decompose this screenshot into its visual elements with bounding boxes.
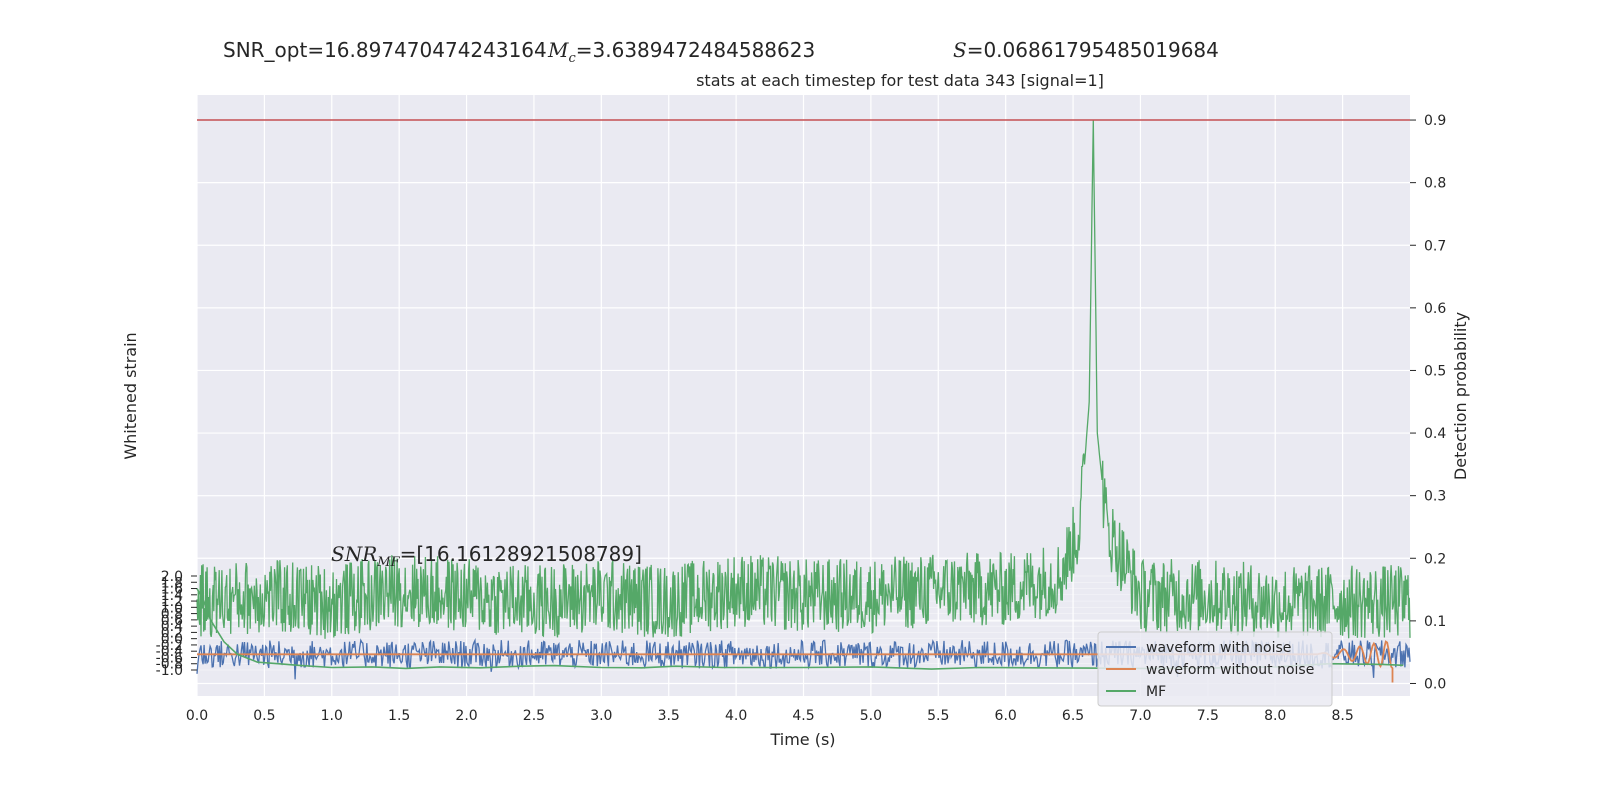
s-statistic-label: S=0.06861795485019684 bbox=[953, 38, 1219, 62]
y-right-tick-label: 0.5 bbox=[1424, 363, 1446, 379]
y-right-tick-label: 0.4 bbox=[1424, 426, 1446, 442]
y-left-tick-label: 0.6 bbox=[161, 613, 183, 629]
y-left-tick-label: 0.4 bbox=[161, 619, 183, 635]
x-tick-label: 7.0 bbox=[1129, 708, 1151, 724]
x-tick-labels: 0.0 0.5 1.0 1.5 2.0 2.5 3.0 3.5 4.0 4.5 5.0 5.5 6.0 6… bbox=[186, 708, 1354, 724]
x-tick-label: 0.5 bbox=[253, 708, 275, 724]
legend-label-clean: waveform without noise bbox=[1146, 662, 1314, 678]
legend: waveform with noise waveform without noi… bbox=[1097, 631, 1333, 707]
y-left-tick-label: -0.4 bbox=[156, 644, 183, 660]
y-left-tick-label: 1.4 bbox=[161, 588, 183, 604]
y-right-tick-label: 0.0 bbox=[1424, 676, 1446, 692]
x-tick-label: 8.0 bbox=[1264, 708, 1286, 724]
x-tick-label: 1.0 bbox=[321, 708, 343, 724]
x-tick-label: 5.5 bbox=[927, 708, 949, 724]
x-tick-label: 7.5 bbox=[1197, 708, 1219, 724]
y-left-tick-label: -0.8 bbox=[156, 657, 183, 673]
y-right-tick-label: 0.1 bbox=[1424, 614, 1446, 630]
snr-mf-annotation: SNRMF=[16.16128921508789] bbox=[331, 542, 642, 570]
x-tick-label: 6.5 bbox=[1062, 708, 1084, 724]
x-tick-label: 8.5 bbox=[1331, 708, 1353, 724]
chart-title: stats at each timestep for test data 343… bbox=[696, 71, 1104, 90]
y-right-tick-label: 0.3 bbox=[1424, 489, 1446, 505]
y-right-tick-label: 0.8 bbox=[1424, 176, 1446, 192]
x-tick-label: 4.0 bbox=[725, 708, 747, 724]
y-left-tick-label: -0.6 bbox=[156, 650, 183, 666]
y-left-tick-label: 0.8 bbox=[161, 607, 183, 623]
y-right-tick-label: 0.6 bbox=[1424, 301, 1446, 317]
x-tick-label: 4.5 bbox=[792, 708, 814, 724]
right-axis-label: Detection probability bbox=[1451, 312, 1470, 480]
series-detection-probability bbox=[196, 119, 1411, 639]
x-tick-label: 3.5 bbox=[658, 708, 680, 724]
right-tick-labels: 0.0 0.1 0.2 0.3 0.4 0.5 0.6 0.7 0.8 0.9 bbox=[1410, 113, 1446, 692]
x-tick-label: 5.0 bbox=[860, 708, 882, 724]
chirp-mass-label: Mc=3.6389472484588623 bbox=[548, 38, 816, 66]
legend-label-mf: MF bbox=[1146, 684, 1166, 700]
x-tick-label: 3.0 bbox=[590, 708, 612, 724]
y-right-tick-label: 0.2 bbox=[1424, 551, 1446, 567]
y-left-tick-label: -0.2 bbox=[156, 638, 183, 654]
y-left-tick-label: 1.6 bbox=[161, 582, 183, 598]
x-tick-label: 2.0 bbox=[455, 708, 477, 724]
y-right-tick-label: 0.7 bbox=[1424, 238, 1446, 254]
left-tick-labels: 2.01.81.61.41.21.00.80.60.40.20.0-0.2-0.… bbox=[156, 569, 197, 679]
y-left-tick-label: 2.0 bbox=[161, 569, 183, 585]
x-tick-label: 1.5 bbox=[388, 708, 410, 724]
y-left-tick-label: 1.8 bbox=[161, 575, 183, 591]
x-tick-label: 2.5 bbox=[523, 708, 545, 724]
y-right-tick-label: 0.9 bbox=[1424, 113, 1446, 129]
left-axis-label: Whitened strain bbox=[121, 332, 140, 459]
y-left-tick-label: -1.0 bbox=[156, 663, 183, 679]
legend-box bbox=[1097, 631, 1333, 707]
y-left-tick-label: 1.2 bbox=[161, 594, 183, 610]
snr-opt-label: SNR_opt=16.897470474243164 bbox=[223, 38, 547, 62]
y-left-tick-label: 0.0 bbox=[161, 632, 183, 648]
x-tick-label: 6.0 bbox=[995, 708, 1017, 724]
y-left-tick-label: 1.0 bbox=[161, 600, 183, 616]
y-left-tick-label: 0.2 bbox=[161, 625, 183, 641]
x-axis-label: Time (s) bbox=[769, 730, 835, 749]
x-tick-label: 0.0 bbox=[186, 708, 208, 724]
legend-label-noise: waveform with noise bbox=[1146, 640, 1291, 656]
